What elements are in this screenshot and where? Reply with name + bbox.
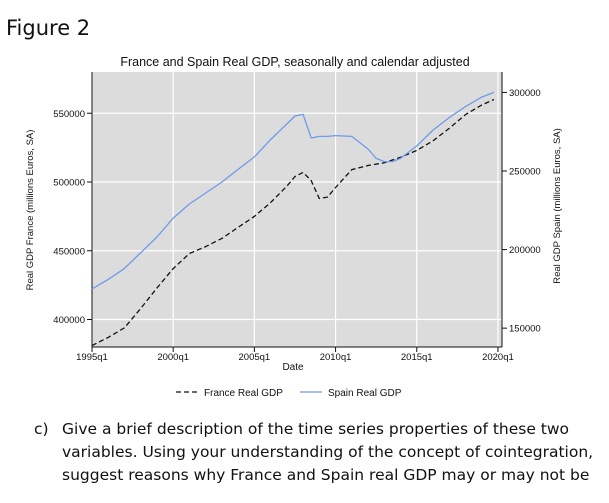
series-line-france — [91, 98, 495, 347]
x-tick-label: 2000q1 — [157, 352, 189, 363]
legend-label-spain: Spain Real GDP — [328, 388, 402, 399]
legend-label-france: France Real GDP — [204, 388, 283, 399]
x-tick-label: 2015q1 — [401, 352, 433, 363]
y-axis-right-label: Real GDP Spain (millions Euros, SA) — [552, 128, 563, 284]
y-left-tick-label: 400000 — [53, 315, 85, 326]
question-text: Give a brief description of the time ser… — [62, 420, 594, 484]
question-letter: c) — [34, 420, 49, 438]
y-left-tick-label: 550000 — [53, 109, 85, 120]
legend: France Real GDP Spain Real GDP — [176, 388, 402, 399]
y-right-tick-label: 150000 — [509, 324, 541, 335]
question-block: c) Give a brief description of the time … — [34, 418, 606, 487]
y-right-tick-label: 250000 — [509, 167, 541, 178]
x-tick-label: 2020q1 — [482, 352, 514, 363]
y-right-tick-label: 300000 — [509, 88, 541, 99]
chart-title: France and Spain Real GDP, seasonally an… — [120, 55, 469, 69]
y-left-tick-label: 500000 — [53, 178, 85, 189]
plot-area — [92, 72, 502, 347]
y-axis-right: 150000 200000 250000 300000 — [501, 72, 541, 347]
x-tick-label: 2010q1 — [320, 352, 352, 363]
series-line-spain — [91, 91, 495, 290]
y-left-tick-label: 450000 — [53, 246, 85, 257]
x-axis: 1995q1 2000q1 2005q1 2010q1 2015q1 2020q1 — [76, 346, 514, 363]
x-axis-label: Date — [282, 362, 304, 373]
y-axis-left-label: Real GDP France (millions Euros, SA) — [25, 130, 36, 291]
gridlines — [91, 72, 502, 347]
series-lines — [91, 91, 495, 347]
y-right-tick-label: 200000 — [509, 245, 541, 256]
y-axis-left: 400000 450000 500000 550000 — [53, 72, 93, 347]
dual-axis-line-chart: France and Spain Real GDP, seasonally an… — [25, 55, 563, 399]
figure-heading: Figure 2 — [6, 16, 91, 40]
x-tick-label: 1995q1 — [76, 352, 108, 363]
x-tick-label: 2005q1 — [239, 352, 271, 363]
